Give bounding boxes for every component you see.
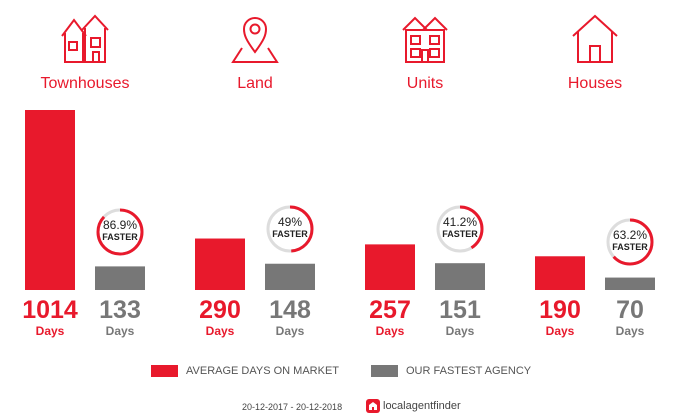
faster-ring <box>96 208 144 256</box>
date-range: 20-12-2017 - 20-12-2018 <box>242 402 343 412</box>
category-label-houses: Houses <box>567 75 623 92</box>
faster-badge-townhouses: 86.9% FASTER <box>95 207 145 257</box>
brand-logo-icon <box>366 399 380 413</box>
avg-days-value-townhouses: 1014 <box>22 296 78 324</box>
days-unit-label: Days <box>545 324 575 338</box>
faster-ring <box>266 205 314 253</box>
brand: localagentfinder <box>366 398 461 414</box>
fast-days-value-houses: 70 <box>616 296 644 324</box>
avg-days-bar-land <box>195 238 245 290</box>
faster-ring <box>606 218 654 266</box>
faster-percent: 63.2% <box>612 228 648 242</box>
faster-badge-houses: 63.2% FASTER <box>605 217 655 267</box>
days-unit-label: Days <box>275 324 305 338</box>
days-unit-label: Days <box>35 324 65 338</box>
fast-days-value-units: 151 <box>439 296 481 324</box>
category-label-townhouses: Townhouses <box>40 75 130 92</box>
faster-percent: 41.2% <box>442 215 478 229</box>
faster-badge-land: 49% FASTER <box>265 204 315 254</box>
fastest-agency-bar-units <box>435 263 485 290</box>
bar-chart <box>25 110 655 290</box>
fast-days-value-land: 148 <box>269 296 311 324</box>
avg-days-value-land: 290 <box>199 296 241 324</box>
category-label-units: Units <box>406 75 444 92</box>
avg-days-value-units: 257 <box>369 296 411 324</box>
days-unit-label: Days <box>615 324 645 338</box>
faster-word: FASTER <box>612 242 648 252</box>
avg-days-bar-houses <box>535 256 585 290</box>
faster-percent: 49% <box>277 215 303 229</box>
legend-swatch-fastest <box>371 365 398 377</box>
legend-swatch-average <box>151 365 178 377</box>
days-unit-label: Days <box>205 324 235 338</box>
faster-word: FASTER <box>102 232 138 242</box>
fast-days-value-townhouses: 133 <box>99 296 141 324</box>
category-label-land: Land <box>237 75 273 92</box>
faster-badge-units: 41.2% FASTER <box>435 204 485 254</box>
fastest-agency-bar-land <box>265 263 315 290</box>
house-icon <box>568 12 622 66</box>
legend-label-average: AVERAGE DAYS ON MARKET <box>186 365 340 377</box>
days-unit-label: Days <box>105 324 135 338</box>
faster-word: FASTER <box>272 229 308 239</box>
avg-days-bar-townhouses <box>25 110 75 290</box>
days-unit-label: Days <box>375 324 405 338</box>
faster-word: FASTER <box>442 229 478 239</box>
avg-days-bar-units <box>365 244 415 290</box>
legend-label-fastest: OUR FASTEST AGENCY <box>406 365 532 377</box>
land-map-pin-icon <box>228 12 282 66</box>
fastest-agency-bar-houses <box>605 277 655 290</box>
brand-name: localagentfinder <box>383 400 461 412</box>
avg-days-value-houses: 190 <box>539 296 581 324</box>
units-building-icon <box>398 12 452 66</box>
faster-ring <box>436 205 484 253</box>
days-unit-label: Days <box>445 324 475 338</box>
fastest-agency-bar-townhouses <box>95 266 145 290</box>
faster-percent: 86.9% <box>102 218 138 232</box>
townhouses-icon <box>58 12 112 66</box>
